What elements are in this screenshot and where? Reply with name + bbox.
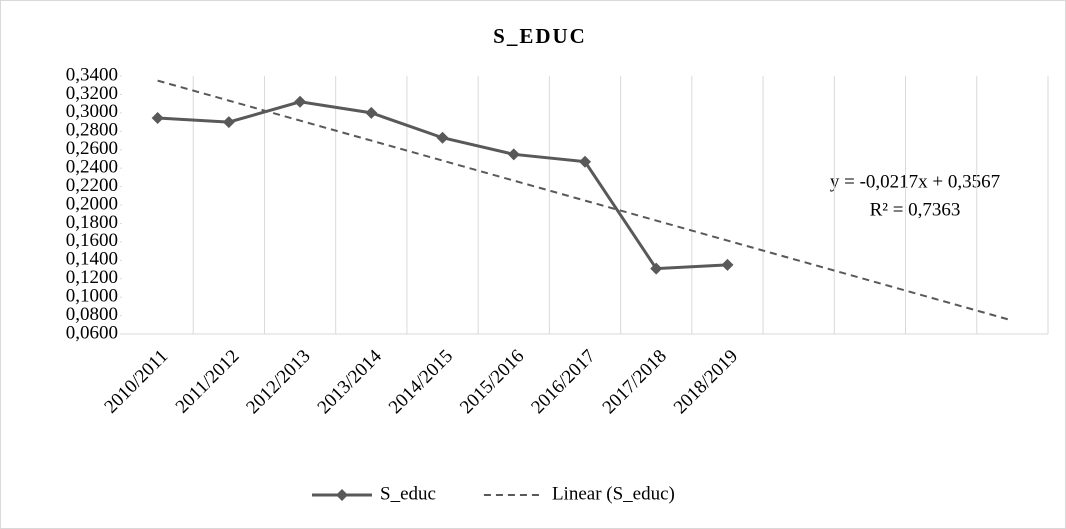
y-tick-label: 0,1600 (66, 230, 118, 251)
data-point (294, 95, 307, 108)
y-tick-label: 0,0800 (66, 304, 118, 325)
y-tick-label: 0,3200 (66, 83, 118, 104)
legend-label: Linear (S_educ) (552, 483, 675, 504)
y-tick-label: 0,3000 (66, 101, 118, 122)
y-tick-label: 0,2000 (66, 193, 118, 214)
y-tick-label: 0,1200 (66, 267, 118, 288)
legend-marker (336, 489, 348, 501)
data-point (579, 155, 591, 168)
y-tick-label: 0,1400 (66, 249, 118, 270)
y-tick-label: 0,2400 (66, 157, 118, 178)
trend-r2: R² = 0,7363 (870, 199, 961, 220)
data-point (650, 262, 663, 275)
y-tick-label: 0,2800 (66, 120, 118, 141)
data-point (151, 112, 164, 125)
data-point (365, 106, 378, 119)
chart-title: S_EDUC (493, 24, 587, 48)
trend-equation: y = -0,0217x + 0,3567 (830, 171, 1000, 192)
data-point (436, 131, 449, 144)
y-tick-label: 0,2200 (66, 175, 118, 196)
data-point (507, 148, 520, 161)
y-tick-label: 0,3400 (66, 64, 118, 85)
data-point (222, 116, 235, 129)
legend-label: S_educ (380, 483, 436, 504)
data-point (721, 258, 734, 271)
y-tick-label: 0,0600 (66, 322, 118, 343)
trend-line (157, 79, 1013, 322)
y-tick-label: 0,1000 (66, 286, 118, 307)
y-tick-label: 0,2600 (66, 138, 118, 159)
y-tick-label: 0,1800 (66, 212, 118, 233)
